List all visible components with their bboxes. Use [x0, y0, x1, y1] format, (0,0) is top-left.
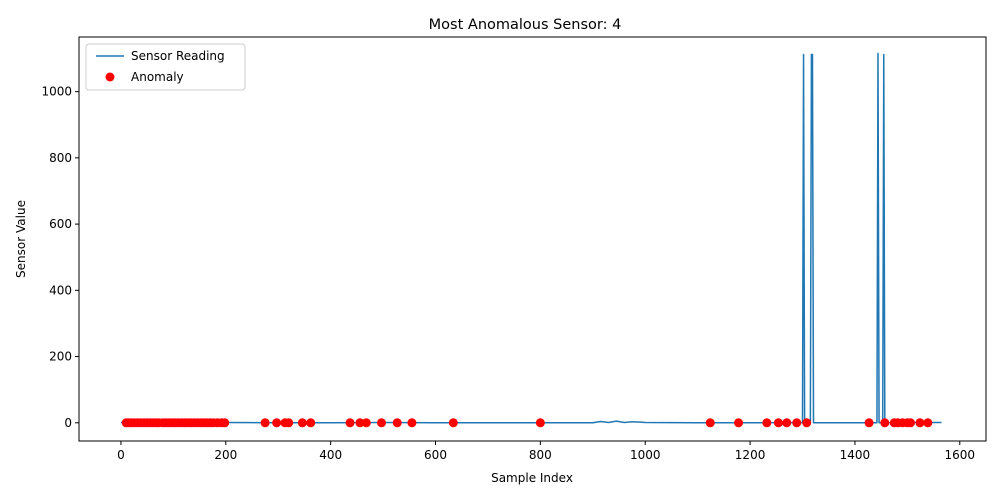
anomaly-point [220, 418, 230, 428]
anomaly-point [906, 418, 915, 428]
x-tick-label: 800 [529, 448, 552, 462]
y-tick-label: 600 [49, 217, 72, 231]
anomaly-point [306, 418, 316, 428]
y-axis-label: Sensor Value [14, 200, 28, 278]
y-tick-label: 400 [49, 283, 72, 297]
y-tick-label: 1000 [41, 85, 72, 99]
anomaly-point [260, 418, 270, 428]
anomaly-point [535, 418, 545, 428]
x-tick-label: 1600 [945, 448, 976, 462]
y-tick-label: 200 [49, 350, 72, 364]
x-axis-label: Sample Index [491, 471, 573, 485]
plot-area [120, 52, 942, 428]
anomaly-point [345, 418, 355, 428]
anomaly-point [880, 418, 890, 428]
anomaly-point [782, 418, 792, 428]
legend-entry-anomaly: Anomaly [131, 70, 184, 84]
anomaly-point [297, 418, 307, 428]
anomaly-point [272, 418, 282, 428]
y-axis: 0 200 400 600 800 1000 [41, 85, 79, 430]
x-tick-label: 1000 [630, 448, 661, 462]
x-tick-label: 200 [214, 448, 237, 462]
anomaly-point [915, 418, 925, 428]
legend: Sensor Reading Anomaly [85, 43, 246, 91]
anomaly-point [762, 418, 772, 428]
anomaly-point [705, 418, 715, 428]
anomaly-point [923, 418, 933, 428]
x-tick-label: 400 [319, 448, 342, 462]
x-tick-label: 0 [117, 448, 125, 462]
anomaly-point [284, 418, 294, 428]
anomaly-point [361, 418, 371, 428]
plot-frame [78, 36, 987, 442]
x-tick-label: 600 [424, 448, 447, 462]
legend-marker-swatch [105, 72, 115, 82]
anomaly-point [407, 418, 417, 428]
anomaly-point [864, 418, 874, 428]
anomaly-point [355, 418, 365, 428]
x-tick-label: 1400 [840, 448, 871, 462]
legend-entry-sensor-reading: Sensor Reading [131, 49, 225, 63]
anomaly-point [448, 418, 458, 428]
y-tick-label: 0 [64, 416, 72, 430]
anomaly-point [377, 418, 387, 428]
series-line-sensor-reading [120, 52, 942, 424]
legend-box [85, 43, 246, 91]
anomaly-point [734, 418, 744, 428]
anomaly-point [792, 418, 802, 428]
anomaly-point [802, 418, 812, 428]
anomaly-point [392, 418, 402, 428]
chart-title: Most Anomalous Sensor: 4 [429, 17, 622, 33]
x-tick-label: 1200 [735, 448, 766, 462]
y-tick-label: 800 [49, 151, 72, 165]
anomaly-point [773, 418, 783, 428]
x-axis: 0 200 400 600 800 1000 1200 1400 1600 [117, 441, 975, 462]
